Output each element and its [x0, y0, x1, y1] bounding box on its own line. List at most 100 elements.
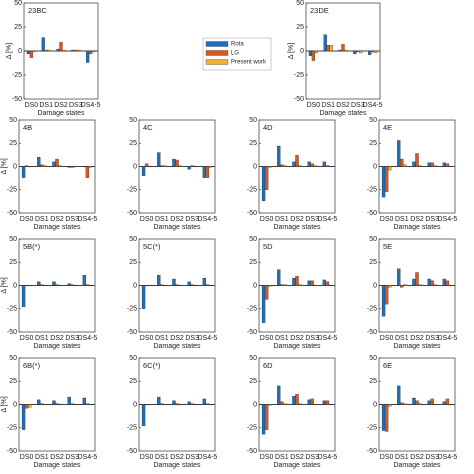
bar [85, 403, 90, 405]
bar [381, 285, 386, 317]
y-tick-label: 0 [18, 48, 22, 55]
bar [280, 164, 284, 167]
bar [172, 278, 176, 286]
x-tick-label: DS2 [170, 335, 184, 342]
bar [141, 404, 146, 427]
legend-label: Present work [231, 60, 267, 66]
x-tick-label: DS0 [380, 454, 394, 461]
legend-label: LG [231, 51, 239, 57]
x-axis-label: Damage states [153, 224, 201, 231]
y-tick-label: 50 [9, 236, 17, 243]
y-tick-label: 25 [9, 378, 17, 385]
x-tick-label: DS2 [170, 216, 184, 223]
bar [27, 404, 32, 408]
x-tick-label: DS2 [170, 454, 184, 461]
bar [277, 269, 281, 286]
x-tick-label: DS2 [50, 335, 64, 342]
bar [21, 404, 26, 430]
bar [368, 50, 372, 55]
y-tick-label: -50 [7, 448, 17, 455]
bar [307, 280, 311, 286]
bar [415, 400, 419, 405]
bar [55, 284, 59, 286]
y-tick-label: -25 [127, 187, 137, 194]
x-tick-label: DS3 [185, 454, 199, 461]
bar [261, 166, 266, 202]
bar [59, 42, 63, 52]
panel-tag: 4C [143, 123, 153, 132]
bar [314, 50, 318, 54]
bar [295, 394, 299, 405]
bar [44, 49, 48, 52]
bar [433, 284, 437, 286]
bar [445, 398, 450, 405]
bar [67, 283, 71, 286]
x-tick-label: DS3 [425, 335, 439, 342]
y-tick-label: -50 [367, 329, 377, 336]
bar [172, 158, 176, 167]
bar [308, 50, 313, 56]
panel-tag: 23BC [28, 6, 47, 15]
y-tick-label: 25 [129, 259, 137, 266]
y-axis-label: Δ [%] [288, 43, 295, 59]
y-tick-label: -50 [12, 96, 22, 103]
x-tick-label: DS4-5 [197, 454, 217, 461]
bar [264, 404, 269, 430]
y-tick-label: 0 [253, 401, 257, 408]
y-tick-label: -25 [127, 425, 137, 432]
x-axis-label: Damage states [33, 462, 81, 469]
bar [387, 166, 392, 171]
bar [144, 163, 149, 167]
bar [298, 284, 302, 286]
x-tick-label: DS0 [380, 335, 394, 342]
y-tick-label: 25 [129, 140, 137, 147]
bar [283, 165, 287, 167]
y-tick-label: -50 [367, 448, 377, 455]
bar [175, 403, 179, 405]
bar [52, 161, 56, 167]
y-tick-label: -25 [127, 306, 137, 313]
bar [202, 398, 207, 405]
x-tick-label: DS3 [425, 454, 439, 461]
bar [86, 50, 90, 63]
bar [187, 166, 191, 170]
bar [442, 401, 447, 405]
bar [433, 165, 437, 167]
bar [322, 161, 327, 167]
bar [384, 285, 389, 305]
bar [264, 285, 269, 300]
bar [24, 165, 29, 167]
bar [40, 164, 44, 167]
bar [267, 285, 272, 287]
bar [418, 403, 422, 405]
x-tick-label: DS4-5 [437, 454, 457, 461]
x-tick-label: DS1 [275, 454, 289, 461]
bar [205, 284, 210, 286]
bar [43, 165, 47, 167]
bar [427, 162, 431, 167]
x-tick-label: DS4-5 [317, 216, 337, 223]
bar [37, 399, 41, 405]
y-tick-label: -50 [367, 210, 377, 217]
x-tick-label: DS1 [155, 335, 169, 342]
panel-tag: 4D [263, 123, 273, 132]
x-tick-label: DS3 [185, 335, 199, 342]
x-tick-label: DS1 [275, 216, 289, 223]
y-tick-label: -50 [127, 329, 137, 336]
x-tick-label: DS0 [307, 102, 321, 109]
y-tick-label: 25 [369, 259, 377, 266]
bar [67, 396, 71, 405]
x-axis-label: Damage states [393, 343, 441, 350]
bar [280, 401, 284, 405]
y-axis-label: Δ [%] [6, 43, 13, 59]
bar [338, 49, 342, 52]
bar [412, 397, 416, 405]
x-tick-label: DS4-5 [197, 335, 217, 342]
bar [445, 163, 450, 167]
